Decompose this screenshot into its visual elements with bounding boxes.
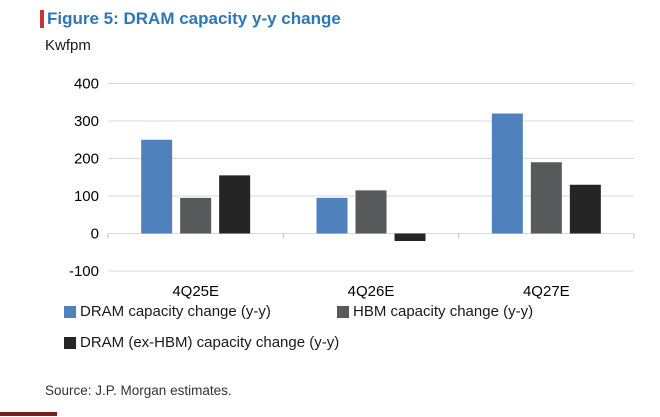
legend-swatch-icon: [64, 336, 76, 349]
bar-4Q25E-series-0: [141, 139, 173, 234]
bar-chart: 400 300 200 100 0 -100 4Q25E 4Q26E 4Q27E: [69, 76, 635, 300]
bar-4Q26E-series-2: [394, 233, 426, 241]
legend-item-2: DRAM (ex-HBM) capacity change (y-y): [64, 334, 339, 351]
legend-label: DRAM capacity change (y-y): [80, 303, 271, 320]
svg-text:0: 0: [91, 226, 99, 243]
legend-label: DRAM (ex-HBM) capacity change (y-y): [80, 334, 340, 351]
svg-text:400: 400: [74, 76, 99, 93]
svg-text:300: 300: [74, 113, 99, 130]
x-axis-label-4Q26E: 4Q26E: [348, 283, 395, 300]
figure-header: Figure 5: DRAM capacity y-y change: [40, 9, 341, 29]
legend-swatch-icon: [64, 305, 76, 318]
bar-4Q27E-series-1: [530, 162, 562, 234]
svg-text:100: 100: [74, 188, 99, 205]
legend-item-1: HBM capacity change (y-y): [337, 303, 533, 320]
bar-4Q27E-series-2: [569, 184, 601, 234]
title-accent-bar: [40, 10, 44, 28]
x-axis-label-4Q27E: 4Q27E: [523, 283, 570, 300]
svg-text:200: 200: [74, 151, 99, 168]
bar-4Q25E-series-1: [180, 197, 212, 234]
bar-4Q27E-series-0: [491, 113, 523, 234]
bar-4Q26E-series-1: [355, 190, 387, 234]
footer-red-bar: [0, 412, 57, 416]
bar-4Q25E-series-2: [219, 175, 251, 234]
chart-legend: DRAM capacity change (y-y) HBM capacity c…: [64, 303, 644, 355]
x-axis-label-4Q25E: 4Q25E: [172, 283, 219, 300]
svg-text:-100: -100: [69, 263, 99, 280]
legend-item-0: DRAM capacity change (y-y): [64, 303, 271, 320]
figure-title: Figure 5: DRAM capacity y-y change: [47, 9, 341, 28]
legend-label: HBM capacity change (y-y): [353, 303, 534, 320]
y-axis-unit-label: Kwfpm: [45, 37, 91, 54]
legend-swatch-icon: [337, 305, 349, 318]
source-note: Source: J.P. Morgan estimates.: [45, 383, 232, 398]
bar-4Q26E-series-0: [316, 197, 348, 234]
